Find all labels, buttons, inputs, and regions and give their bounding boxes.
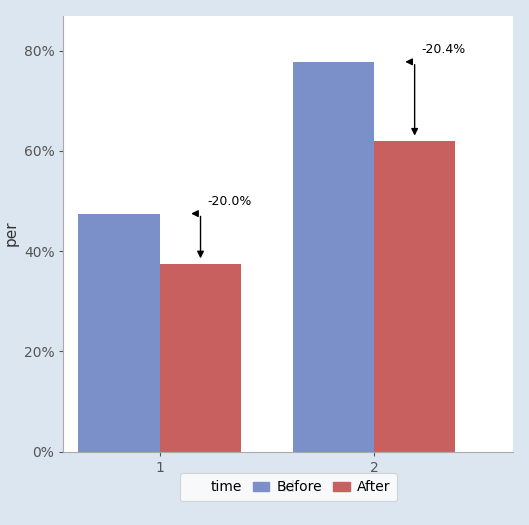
Legend: time, Before, After: time, Before, After xyxy=(179,474,397,501)
Y-axis label: per: per xyxy=(3,221,18,246)
Bar xyxy=(374,141,455,452)
Bar xyxy=(160,264,241,452)
Bar xyxy=(78,214,160,452)
Bar xyxy=(293,62,374,452)
Text: -20.0%: -20.0% xyxy=(207,195,251,207)
X-axis label: id: id xyxy=(281,480,295,495)
Text: -20.4%: -20.4% xyxy=(421,43,466,56)
